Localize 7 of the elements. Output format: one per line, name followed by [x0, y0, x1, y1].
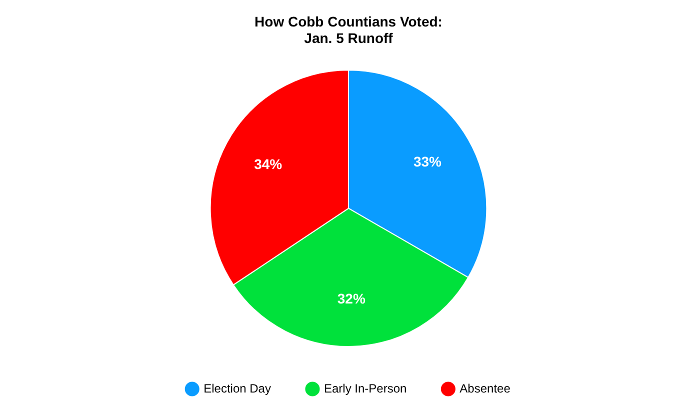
data-label: 33% — [413, 154, 442, 170]
legend-label: Absentee — [460, 381, 511, 396]
legend-label: Early In-Person — [324, 381, 407, 396]
chart-title: How Cobb Countians Voted: Jan. 5 Runoff — [254, 13, 442, 46]
legend-label: Election Day — [204, 381, 271, 396]
data-label: 34% — [254, 156, 283, 172]
data-label: 32% — [337, 290, 366, 306]
